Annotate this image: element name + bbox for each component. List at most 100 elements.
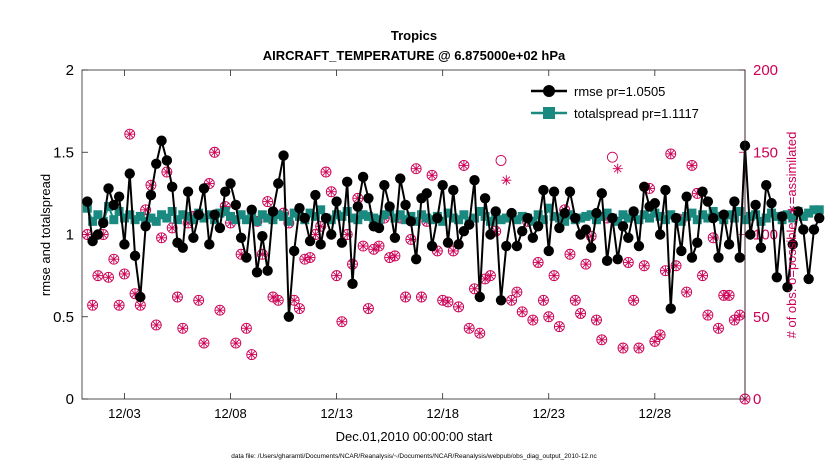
rmse-marker	[463, 219, 475, 230]
chart-title: Tropics	[391, 28, 437, 43]
rmse-marker	[745, 229, 756, 240]
rmse-marker	[723, 239, 735, 250]
obs-point	[713, 322, 724, 334]
obs-assimilated-star-stroke	[327, 187, 336, 196]
obs-point	[262, 196, 274, 208]
rmse-marker	[310, 189, 321, 201]
totalspread-marker	[411, 216, 421, 226]
rmse-marker	[814, 212, 825, 224]
rmse-marker	[432, 212, 443, 224]
rmse-marker	[161, 155, 173, 166]
obs-assimilated-star-stroke	[247, 350, 256, 359]
obs-assimilated-star-stroke	[391, 252, 399, 260]
obs-assimilated-star-stroke	[115, 301, 123, 310]
rmse-marker	[288, 245, 300, 257]
totalspread-marker	[273, 210, 283, 220]
obs-point	[103, 271, 114, 283]
rmse-marker	[177, 242, 188, 253]
rmse-marker	[188, 232, 199, 243]
rmse-marker	[410, 253, 422, 265]
rmse-marker	[193, 209, 204, 220]
totalspread-marker	[88, 216, 98, 226]
x-tick-label: 12/13	[320, 406, 353, 421]
totalspread-marker	[130, 215, 140, 225]
rmse-marker	[283, 311, 295, 322]
totalspread-marker	[204, 210, 214, 220]
totalspread-marker	[639, 210, 649, 220]
obs-point	[516, 306, 528, 318]
rmse-marker	[156, 135, 167, 146]
totalspread-marker	[316, 205, 326, 215]
rmse-marker	[352, 201, 364, 212]
y-tick-label-right: 50	[753, 309, 770, 326]
obs-assimilated-star-stroke	[735, 311, 744, 319]
obs-point	[198, 337, 210, 349]
totalspread-marker	[93, 210, 103, 220]
y-tick-label-right: 0	[753, 391, 761, 408]
obs-assimilated-star-stroke	[216, 306, 224, 315]
totalspread-marker	[332, 210, 342, 220]
obs-point	[628, 294, 640, 306]
rmse-marker	[262, 265, 273, 276]
obs-assimilated-star-stroke	[364, 304, 373, 313]
rmse-marker	[326, 229, 337, 240]
y-tick-label-left: 1.5	[53, 144, 74, 161]
totalspread-marker	[528, 216, 538, 226]
obs-point	[553, 321, 565, 333]
obs-point	[580, 258, 592, 270]
totalspread-marker	[687, 208, 697, 218]
rmse-marker	[771, 272, 783, 283]
x-tick-label: 12/28	[639, 406, 672, 421]
totalspread-marker	[809, 205, 819, 215]
totalspread-marker	[183, 211, 193, 221]
obs-point	[638, 260, 650, 272]
obs-assimilated-star-stroke	[539, 296, 548, 305]
rmse-marker	[267, 206, 279, 217]
totalspread-marker	[469, 213, 479, 223]
totalspread-marker	[284, 216, 294, 226]
obs-assimilated-star-stroke	[168, 224, 177, 232]
obs-point	[575, 308, 587, 319]
obs-point	[463, 322, 475, 334]
obs-assimilated-star-stroke	[571, 296, 580, 305]
totalspread-marker	[220, 206, 230, 216]
rmse-marker	[623, 232, 634, 243]
rmse-marker	[278, 150, 289, 161]
totalspread-marker	[135, 211, 145, 221]
totalspread-marker	[427, 215, 437, 225]
rmse-marker	[331, 196, 342, 207]
totalspread-marker	[395, 210, 405, 220]
obs-point	[124, 128, 136, 140]
totalspread-marker	[226, 211, 236, 221]
obs-point	[336, 316, 348, 328]
rmse-marker	[707, 212, 719, 224]
obs-assimilated-star-stroke	[518, 307, 527, 316]
totalspread-marker	[146, 213, 156, 223]
rmse-marker	[145, 189, 157, 201]
rmse-marker	[103, 183, 114, 194]
obs-point	[209, 146, 221, 158]
totalspread-marker	[501, 213, 511, 223]
totalspread-marker	[645, 213, 655, 223]
rmse-marker	[766, 198, 777, 209]
totalspread-marker	[363, 211, 373, 221]
obs-point	[569, 294, 581, 306]
obs-assimilated-star-stroke	[157, 233, 166, 242]
totalspread-marker	[416, 210, 426, 220]
obs-assimilated-star-stroke	[104, 273, 113, 282]
obs-assimilated-star-stroke	[125, 130, 134, 139]
rmse-marker	[676, 245, 687, 257]
x-tick-label: 12/08	[214, 406, 247, 421]
totalspread-marker	[798, 211, 808, 221]
rmse-marker	[570, 212, 581, 224]
totalspread-marker	[512, 215, 522, 225]
rmse-marker	[580, 224, 592, 235]
y-tick-label-left: 1	[66, 227, 74, 244]
totalspread-marker	[475, 206, 485, 216]
rmse-marker	[198, 183, 210, 194]
obs-assimilated-star-stroke	[597, 335, 606, 344]
rmse-marker	[729, 196, 740, 207]
obs-assimilated-star-stroke	[640, 261, 649, 270]
